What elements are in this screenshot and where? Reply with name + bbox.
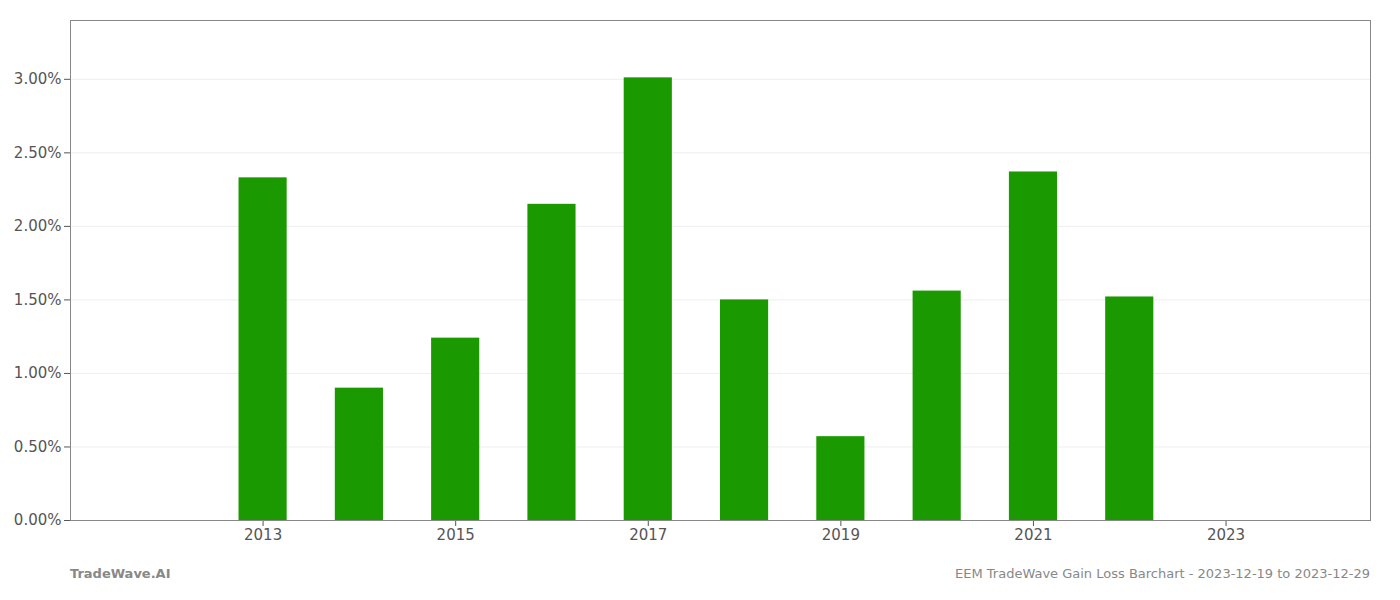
svg-text:2013: 2013 xyxy=(244,526,282,544)
svg-text:2019: 2019 xyxy=(822,526,860,544)
svg-text:1.00%: 1.00% xyxy=(14,364,62,382)
svg-text:2021: 2021 xyxy=(1014,526,1052,544)
svg-text:2015: 2015 xyxy=(437,526,475,544)
svg-text:2.00%: 2.00% xyxy=(14,217,62,235)
svg-text:0.00%: 0.00% xyxy=(14,511,62,529)
svg-text:1.50%: 1.50% xyxy=(14,291,62,309)
svg-text:0.50%: 0.50% xyxy=(14,438,62,456)
html-text:TradeWave.AI: TradeWave.AI xyxy=(70,566,171,581)
svg-text:2.50%: 2.50% xyxy=(14,144,62,162)
svg-text:2023: 2023 xyxy=(1207,526,1245,544)
svg-text:2017: 2017 xyxy=(629,526,667,544)
svg-text:3.00%: 3.00% xyxy=(14,70,62,88)
html-text:EEM TradeWave Gain Loss Barcha: EEM TradeWave Gain Loss Barchart - 2023-… xyxy=(955,566,1370,581)
